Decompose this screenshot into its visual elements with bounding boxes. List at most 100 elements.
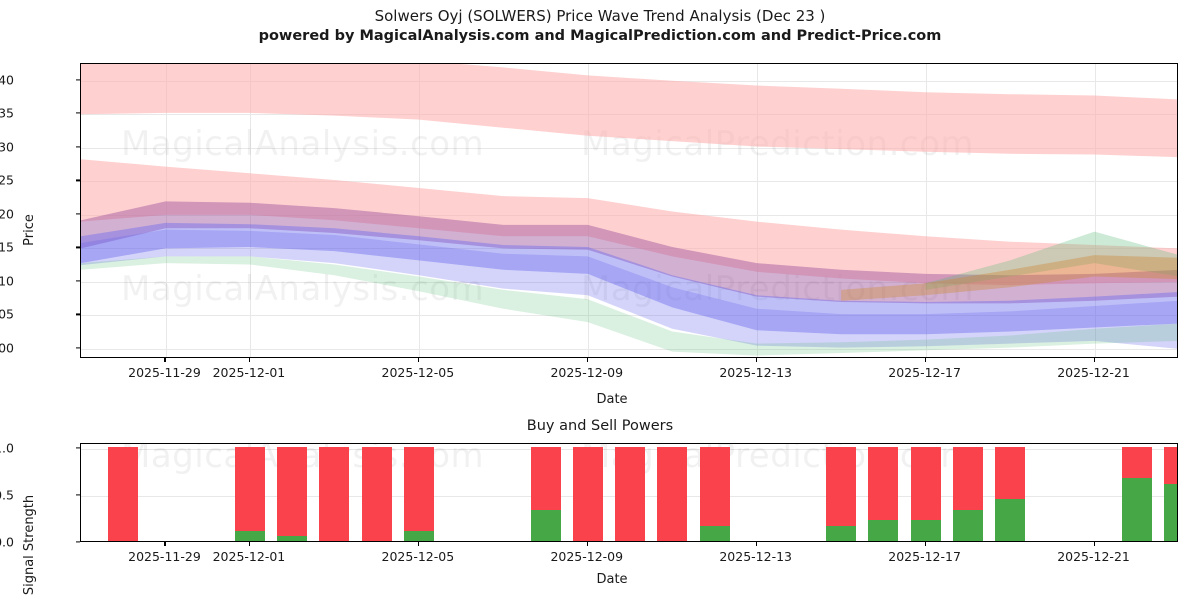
signal-y-tick-mark [76, 494, 80, 496]
gridline-horizontal [81, 315, 1177, 317]
sell-power-segment [108, 446, 139, 541]
price-x-tick-label: 2025-12-01 [212, 365, 286, 380]
price-x-tick-mark [417, 358, 420, 362]
price-y-tick-mark [76, 246, 80, 248]
price-band-orange-projection-band [841, 255, 1177, 301]
sell-power-segment [361, 446, 392, 541]
buy-power-segment [910, 520, 941, 541]
signal-x-tick-label: 2025-12-13 [719, 549, 793, 564]
signal-x-tick-mark [1093, 542, 1095, 546]
signal-y-axis-label: Signal Strength [22, 494, 37, 596]
signal-x-tick-mark [417, 542, 420, 546]
price-x-axis-label: Date [596, 392, 628, 407]
signal-y-tick-label: 0.0 [0, 534, 14, 550]
signal-x-tick-mark [924, 542, 926, 546]
price-band-upper-resistance-band [81, 64, 1177, 158]
buy-power-segment [995, 498, 1026, 541]
price-x-tick-label: 2025-12-13 [719, 365, 793, 380]
signal-bar [952, 446, 983, 541]
sell-power-segment [234, 446, 265, 541]
price-x-tick-label: 2025-12-17 [888, 365, 961, 380]
price-wave-bands [81, 64, 1177, 356]
signal-bar [699, 446, 730, 541]
price-y-tick-label: 2.05 [0, 306, 14, 322]
price-y-tick-label: 2.00 [0, 340, 14, 356]
price-band-green-oversold-band [81, 256, 1177, 356]
price-x-tick-label: 2025-12-05 [381, 365, 455, 380]
price-y-tick-label: 2.40 [0, 72, 14, 88]
price-band-blue-outer-band [81, 229, 1177, 349]
buy-power-segment [1121, 477, 1152, 541]
signal-bar [1164, 446, 1177, 541]
price-band-purple-trend-band [81, 201, 1177, 304]
buy-power-segment [826, 525, 857, 541]
gridline-vertical [925, 64, 927, 357]
price-band-blue-support-band [81, 222, 1177, 335]
price-y-tick-mark [76, 179, 80, 181]
price-x-tick-label: 2025-11-29 [128, 365, 201, 380]
sell-power-segment [277, 446, 308, 541]
price-y-tick-label: 2.10 [0, 273, 14, 289]
price-x-tick-mark [164, 358, 166, 362]
buy-power-segment [868, 520, 899, 541]
price-y-tick-label: 2.25 [0, 172, 14, 188]
buy-power-segment [234, 530, 265, 541]
price-x-tick-mark [1093, 358, 1095, 362]
signal-x-tick-mark [586, 542, 588, 546]
sell-power-segment [826, 446, 857, 541]
signal-bar [995, 446, 1026, 541]
price-y-tick-mark [76, 112, 80, 114]
signal-x-tick-label: 2025-11-29 [128, 549, 201, 564]
price-y-tick-mark [76, 347, 80, 349]
price-x-tick-mark [924, 358, 926, 362]
price-y-tick-mark [76, 313, 80, 315]
buy-power-segment [403, 530, 434, 541]
signal-y-tick-mark [76, 447, 80, 449]
signal-bar [826, 446, 857, 541]
price-x-tick-mark [755, 358, 757, 362]
price-y-tick-mark [76, 146, 80, 148]
signal-x-axis-label: Date [596, 572, 628, 587]
signal-bar [234, 446, 265, 541]
signal-bar [277, 446, 308, 541]
buy-power-segment [1164, 484, 1177, 541]
price-y-axis-label: Price [22, 214, 37, 246]
signal-chart-title: Buy and Sell Powers [526, 418, 674, 434]
price-x-tick-label: 2025-12-21 [1057, 365, 1130, 380]
signal-bar [1121, 446, 1152, 541]
buy-power-segment [530, 509, 561, 541]
price-chart-axes: MagicalAnalysis.comMagicalPrediction.com… [80, 63, 1178, 358]
gridline-horizontal [81, 348, 1177, 350]
price-y-tick-mark [76, 280, 80, 282]
sell-power-segment [657, 446, 688, 541]
price-x-tick-mark [248, 358, 251, 362]
signal-x-tick-mark [755, 542, 757, 546]
signal-x-tick-label: 2025-12-01 [212, 549, 286, 564]
buy-power-segment [277, 536, 308, 541]
signal-y-tick-mark [76, 541, 80, 543]
signal-y-tick-label: 0.5 [0, 487, 14, 503]
signal-bar [910, 446, 941, 541]
signal-bar [319, 446, 350, 541]
signal-x-tick-label: 2025-12-21 [1057, 549, 1130, 564]
signal-x-tick-mark [164, 542, 166, 546]
signal-bar [361, 446, 392, 541]
signal-bar [615, 446, 645, 541]
price-x-tick-mark [586, 358, 588, 362]
signal-x-tick-label: 2025-12-17 [888, 549, 961, 564]
price-y-tick-mark [76, 79, 80, 81]
gridline-horizontal [81, 181, 1177, 183]
sell-power-segment [572, 446, 603, 541]
gridline-horizontal [81, 248, 1177, 250]
gridline-horizontal [81, 147, 1177, 149]
price-y-tick-label: 2.30 [0, 139, 14, 155]
signal-bar [530, 446, 561, 541]
signal-x-tick-label: 2025-12-09 [550, 549, 624, 564]
sell-power-segment [699, 446, 730, 541]
gridline-vertical [1094, 64, 1096, 357]
buy-power-segment [699, 525, 730, 541]
page-subtitle: powered by MagicalAnalysis.com and Magic… [258, 28, 942, 44]
page-title: Solwers Oyj (SOLWERS) Price Wave Trend A… [374, 7, 826, 25]
